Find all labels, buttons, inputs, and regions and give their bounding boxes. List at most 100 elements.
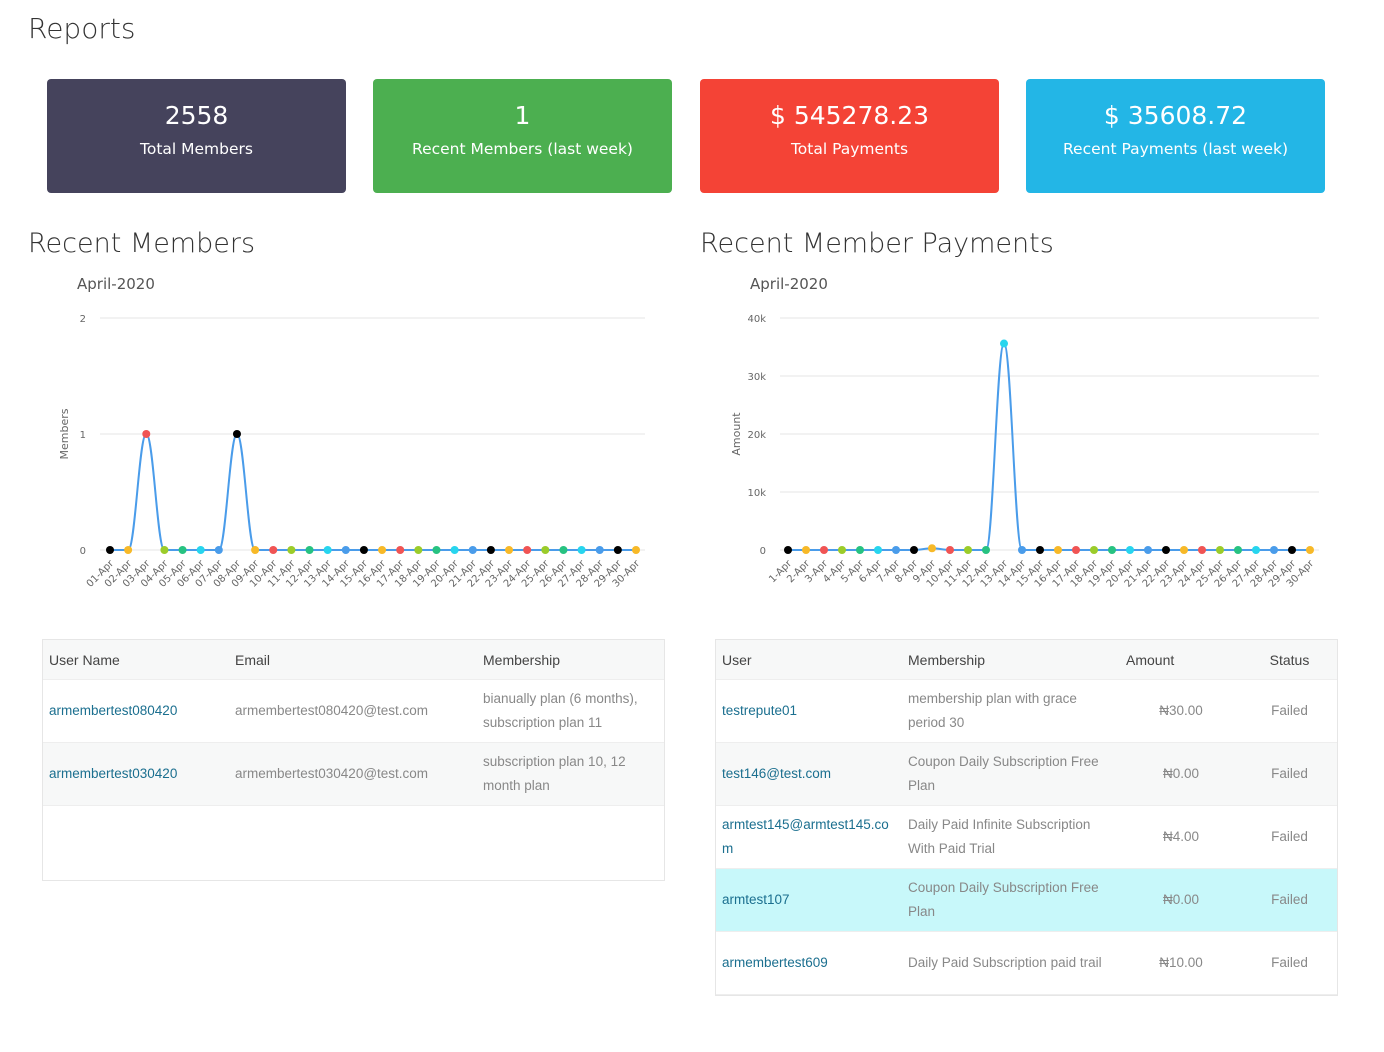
data-point [1000, 339, 1008, 348]
members-chart-title: April-2020 [77, 275, 155, 293]
data-point [378, 546, 387, 554]
y-tick-label: 2 [80, 314, 86, 325]
data-point [468, 546, 477, 554]
data-point [892, 546, 900, 554]
series-line [109, 432, 636, 551]
data-point [106, 546, 114, 554]
payments-table: User Membership Amount Status testrepute01 m… [715, 639, 1338, 996]
members-table: User Name Email Membership armembertest080… [42, 639, 665, 881]
col-header: Membership [477, 640, 664, 680]
data-point [486, 546, 495, 554]
data-point [178, 546, 187, 554]
recent-payments-card: $ 35608.72 Recent Payments (last week) [1026, 79, 1325, 193]
data-point [613, 546, 622, 554]
email-cell: armembertest030420@test.com [229, 742, 477, 806]
data-point [287, 546, 296, 554]
data-point [1198, 546, 1206, 554]
card-value: $ 35608.72 [1103, 101, 1248, 130]
membership-cell: Daily Paid Infinite Subscription With Pa… [902, 805, 1120, 869]
page-title: Reports [28, 12, 136, 45]
y-tick-label: 1 [80, 430, 86, 441]
user-link[interactable]: armembertest609 [722, 955, 828, 970]
data-point [982, 546, 990, 554]
data-point [1162, 546, 1170, 554]
data-point [946, 546, 954, 554]
user-link[interactable]: armtest145@armtest145.com [722, 817, 889, 856]
col-header: User Name [43, 640, 229, 680]
data-point [1270, 546, 1278, 554]
y-axis-label: Members [58, 408, 71, 459]
data-point [523, 546, 532, 554]
data-point [874, 546, 882, 554]
data-point [251, 546, 260, 554]
data-point [359, 546, 368, 554]
data-point [232, 430, 241, 438]
y-tick-label: 40k [747, 314, 766, 325]
user-link[interactable]: armtest107 [722, 892, 790, 907]
col-header: Amount [1120, 640, 1242, 680]
y-tick-label: 10k [747, 488, 766, 499]
data-point [838, 546, 846, 554]
data-point [1108, 546, 1116, 554]
col-header: User [716, 640, 902, 680]
y-tick-label: 30k [747, 372, 766, 383]
card-label: Total Members [140, 140, 253, 158]
status-cell: Failed [1242, 805, 1337, 869]
data-point [541, 546, 550, 554]
table-row: armtest107 Coupon Daily Subscription Free… [716, 868, 1337, 932]
table-row: armembertest080420 armembertest080420@tes… [43, 679, 664, 743]
data-point [269, 546, 278, 554]
email-cell: armembertest080420@test.com [229, 679, 477, 743]
col-header: Status [1242, 640, 1337, 680]
series-line [787, 342, 1310, 551]
recent-members-heading: Recent Members [28, 228, 256, 259]
data-point [1180, 546, 1188, 554]
amount-cell: ₦10.00 [1120, 931, 1242, 995]
card-label: Recent Members (last week) [412, 140, 633, 158]
data-point [341, 546, 350, 554]
membership-cell: Coupon Daily Subscription Free Plan [902, 868, 1120, 932]
data-point [559, 546, 568, 554]
data-point [323, 546, 332, 554]
status-cell: Failed [1242, 742, 1337, 806]
status-cell: Failed [1242, 868, 1337, 932]
total-payments-card: $ 545278.23 Total Payments [700, 79, 999, 193]
user-link[interactable]: armembertest080420 [49, 703, 178, 718]
user-link[interactable]: testrepute01 [722, 703, 798, 718]
data-point [1126, 546, 1134, 554]
y-axis-label: Amount [730, 412, 743, 456]
table-row: armtest145@armtest145.com Daily Paid Infi… [716, 805, 1337, 869]
user-link[interactable]: test146@test.com [722, 766, 832, 781]
membership-cell: membership plan with grace period 30 [902, 679, 1120, 743]
recent-payments-heading: Recent Member Payments [700, 228, 1054, 259]
data-point [124, 546, 133, 554]
data-point [1018, 546, 1026, 554]
data-point [595, 546, 604, 554]
table-row: armembertest030420 armembertest030420@tes… [43, 742, 664, 806]
data-point [910, 546, 918, 554]
data-point [396, 546, 405, 554]
membership-cell: subscription plan 10, 12 month plan [477, 742, 664, 806]
data-point [432, 546, 441, 554]
card-value: 2558 [164, 101, 229, 130]
data-point [820, 546, 828, 554]
y-tick-label: 0 [760, 546, 766, 557]
col-header: Email [229, 640, 477, 680]
data-point [964, 546, 972, 554]
data-point [1216, 546, 1224, 554]
members-chart: 012Members01-Apr02-Apr03-Apr04-Apr05-Apr… [58, 314, 645, 590]
data-point [160, 546, 169, 554]
user-link[interactable]: armembertest030420 [49, 766, 178, 781]
data-point [1054, 546, 1062, 554]
membership-cell: bianually plan (6 months), subscription … [477, 679, 664, 743]
data-point [784, 546, 792, 554]
card-label: Total Payments [790, 140, 909, 158]
data-point [1252, 546, 1260, 554]
amount-cell: ₦0.00 [1120, 868, 1242, 932]
amount-cell: ₦30.00 [1120, 679, 1242, 743]
table-row: testrepute01 membership plan with grace p… [716, 679, 1337, 743]
data-point [1288, 546, 1296, 554]
data-point [1072, 546, 1080, 554]
status-cell: Failed [1242, 679, 1337, 743]
card-label: Recent Payments (last week) [1062, 140, 1289, 158]
